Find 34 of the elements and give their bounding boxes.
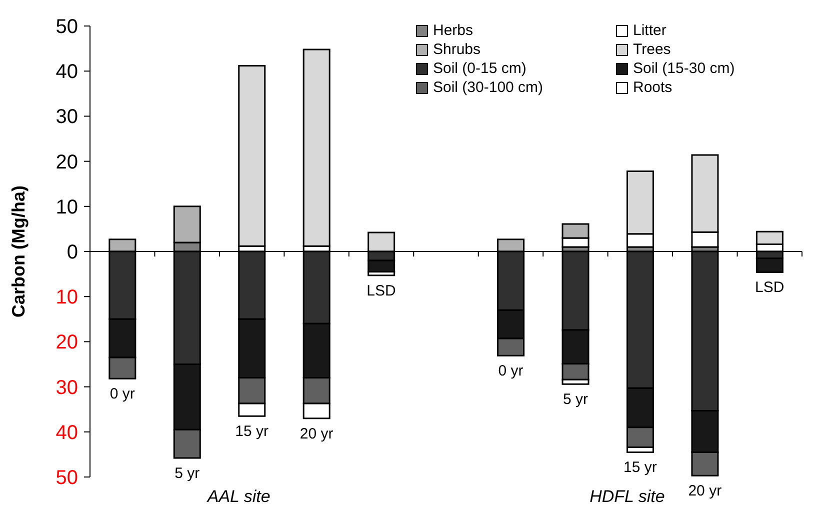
x-tick-label: 5 yr [562,391,588,408]
y-axis-title: Carbon (Mg/ha) [8,186,28,318]
y-tick-label: 50 [56,467,78,489]
y-tick-label: 40 [56,61,78,84]
y-tick-label: 10 [56,286,78,309]
text: AAL site [206,487,270,506]
legend-label: Shrubs [433,41,481,58]
x-tick-label: 20 yr [300,425,334,442]
legend-label: Soil (0-15 cm) [433,60,526,77]
x-tick-label: 0 yr [110,386,135,403]
x-tick-label: 20 yr [688,482,722,500]
y-tick-label: 20 [56,332,78,354]
x-tick-label: 15 yr [624,459,657,476]
legend-label: Soil (15-30 cm) [633,60,735,77]
legend-label: Roots [633,79,672,96]
y-tick-label: 20 [56,151,78,174]
legend-label: Soil (30-100 cm) [433,79,544,96]
legend-label: Trees [633,41,671,58]
x-tick-label: LSD [366,282,396,300]
legend-label: Litter [633,22,666,39]
text: HDFL site [590,487,665,506]
y-tick-label: 0 [66,242,78,264]
x-tick-label: LSD [755,279,784,296]
bar [238,64,266,247]
y-tick-label: 10 [56,196,78,218]
x-tick-label: 15 yr [235,423,268,440]
y-tick-label: 30 [56,376,78,399]
y-tick-label: 30 [56,106,78,128]
y-tick-label: 40 [56,422,78,444]
x-tick-label: 5 yr [174,465,200,482]
y-tick-label: 50 [56,16,78,38]
bar [302,48,330,247]
x-tick-label: 0 yr [498,362,524,380]
legend-label: Herbs [433,22,474,39]
